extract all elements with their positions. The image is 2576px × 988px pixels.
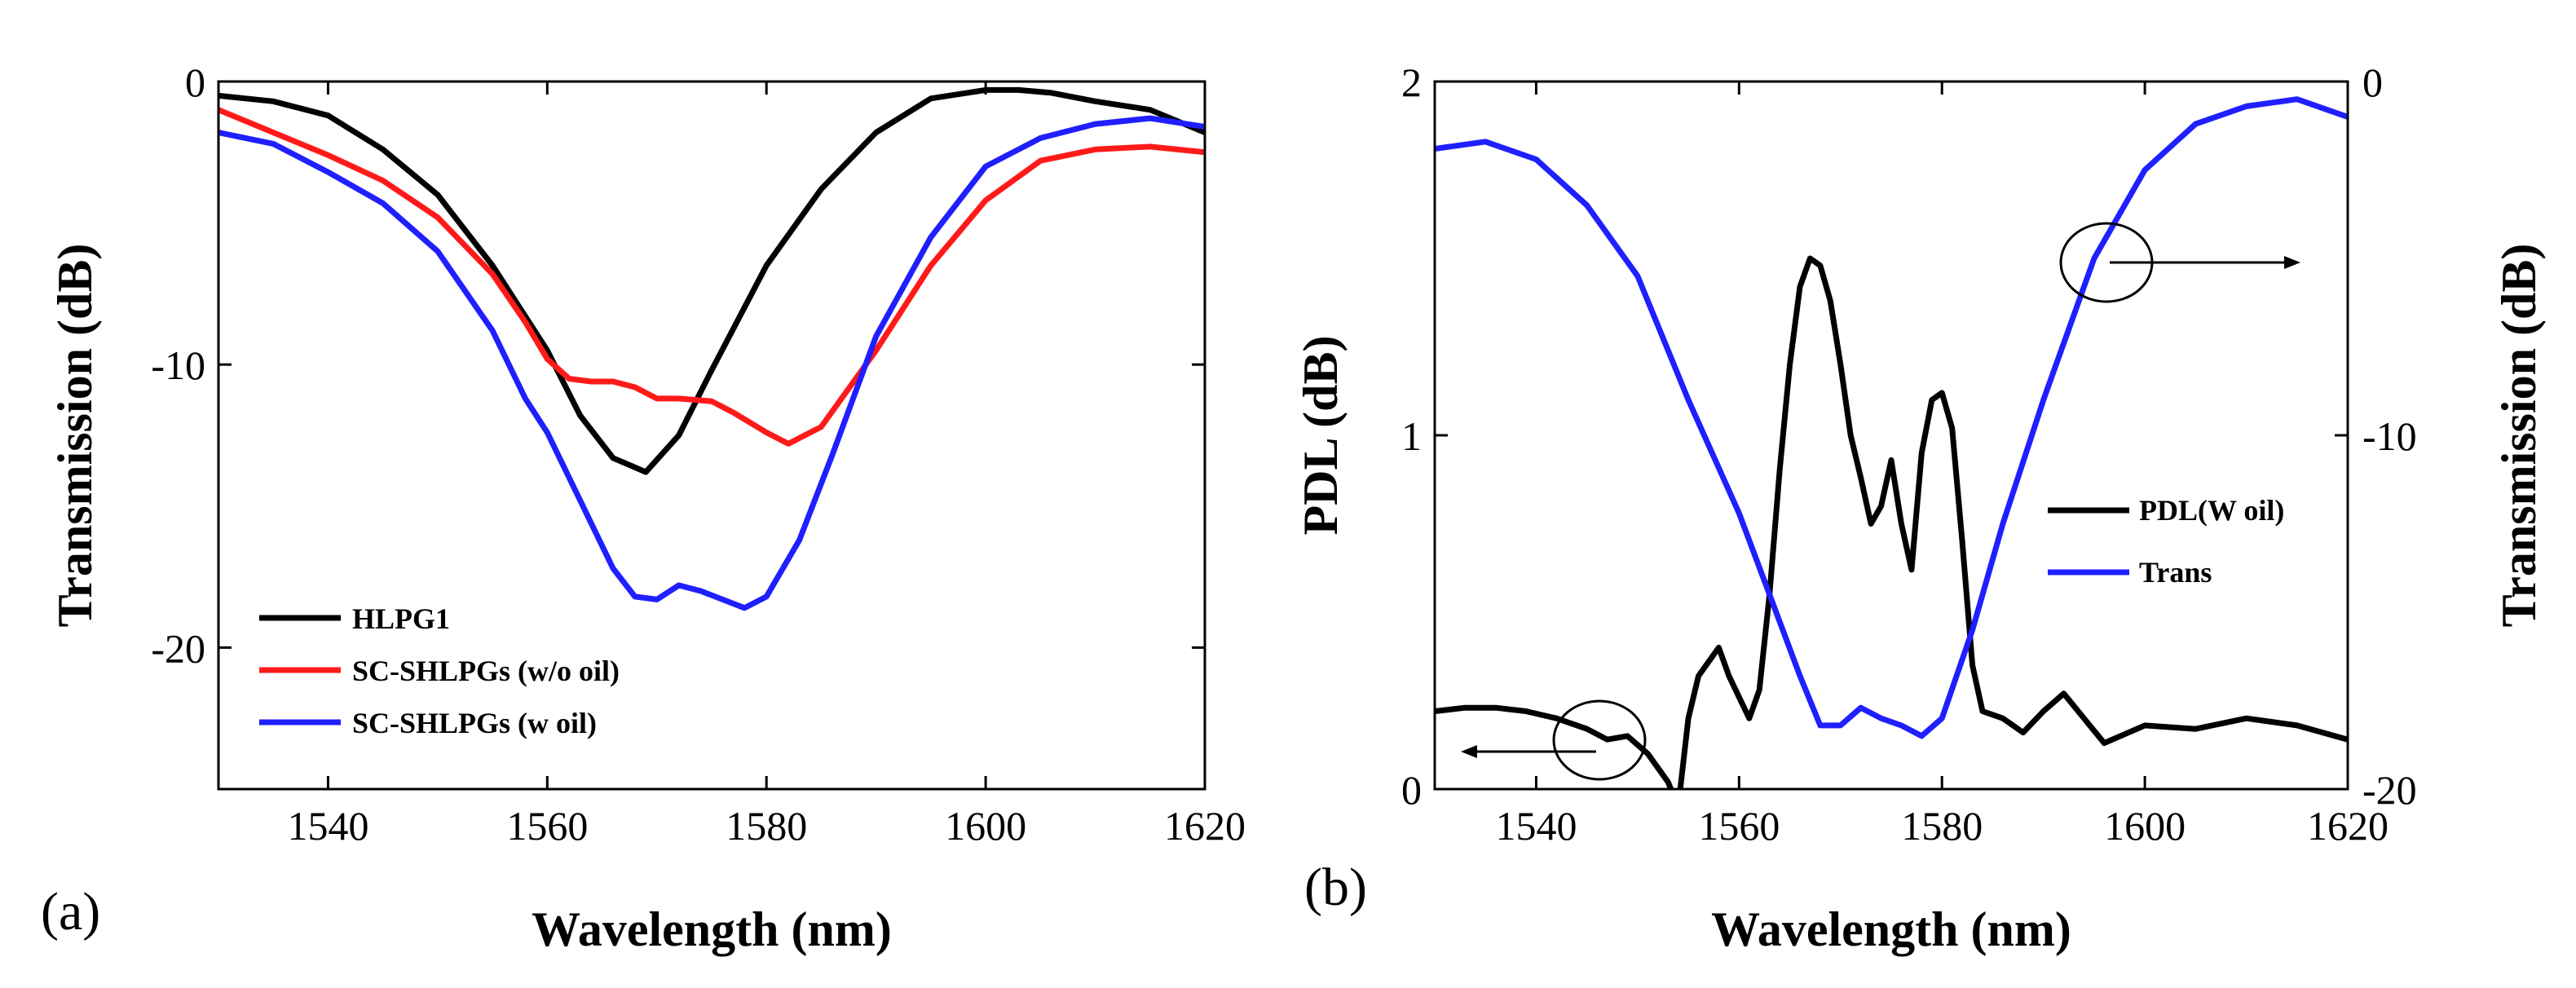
- x-tick-label: 1580: [1901, 803, 1983, 849]
- x-tick-label: 1560: [506, 803, 588, 849]
- panel-b-xlabel: Wavelength (nm): [1711, 902, 2071, 956]
- arrowhead-left-icon: [1461, 745, 1477, 758]
- x-tick-label: 1600: [945, 803, 1026, 849]
- series-line-sc-shlpgs-w-oil: [218, 115, 1205, 611]
- panel-b-plot-frame: [1433, 80, 2349, 791]
- panel-a-label: (a): [41, 882, 100, 942]
- x-tick-label: 1600: [2104, 803, 2186, 849]
- panel-a-xlabel: Wavelength (nm): [532, 902, 892, 956]
- legend-label-sc-shlpgs-wo-oil: SC-SHLPGs (w/o oil): [352, 655, 620, 687]
- x-tick-label: 1540: [1495, 803, 1577, 849]
- legend-label-pdl-w-oil: PDL(W oil): [2139, 494, 2284, 527]
- y-tick-label: -20: [151, 625, 205, 671]
- y-tick-label: 0: [1401, 767, 1422, 813]
- series-line-sc-shlpgs-w-o-oil: [218, 107, 1205, 447]
- x-tick-label: 1620: [1164, 803, 1246, 849]
- y-tick-label: 0: [185, 60, 205, 105]
- panel-b-ylabel-right: Transmission (dB): [2492, 244, 2546, 628]
- y-right-tick-label: -10: [2362, 413, 2417, 459]
- y-right-tick-label: 0: [2362, 60, 2383, 105]
- legend-label-trans: Trans: [2139, 556, 2212, 589]
- y-right-tick-label: -20: [2362, 767, 2417, 813]
- y-tick-label: 1: [1401, 413, 1422, 459]
- series-line-hlpg1: [218, 86, 1205, 475]
- panel-a-ylabel: Transmission (dB): [48, 244, 102, 628]
- annotation-circle-pdl: [1552, 699, 1647, 781]
- series-line-pdl-w-oil: [1435, 255, 2348, 789]
- panel-a-legend: HLPG1 SC-SHLPGs (w/o oil) SC-SHLPGs (w o…: [259, 602, 620, 739]
- y-tick-label: 2: [1401, 60, 1422, 105]
- y-tick-label: -10: [151, 342, 205, 388]
- panel-b-label: (b): [1304, 858, 1367, 917]
- series-line-trans: [1435, 96, 2348, 739]
- panel-b-legend: PDL(W oil) Trans: [2048, 494, 2284, 589]
- legend-label-hlpg1: HLPG1: [352, 602, 450, 635]
- x-tick-label: 1580: [726, 803, 807, 849]
- panel-a-plot-frame: [217, 80, 1206, 791]
- x-tick-label: 1620: [2307, 803, 2389, 849]
- x-tick-label: 1560: [1698, 803, 1780, 849]
- x-tick-label: 1540: [287, 803, 368, 849]
- panel-b-ylabel-left: PDL (dB): [1294, 335, 1348, 535]
- arrowhead-right-icon: [2284, 256, 2300, 269]
- legend-label-sc-shlpgs-w-oil: SC-SHLPGs (w oil): [352, 707, 597, 739]
- panel-a: 1540 1560 1580 1600 1620 0 -10 -20 Transmission…: [41, 60, 1246, 956]
